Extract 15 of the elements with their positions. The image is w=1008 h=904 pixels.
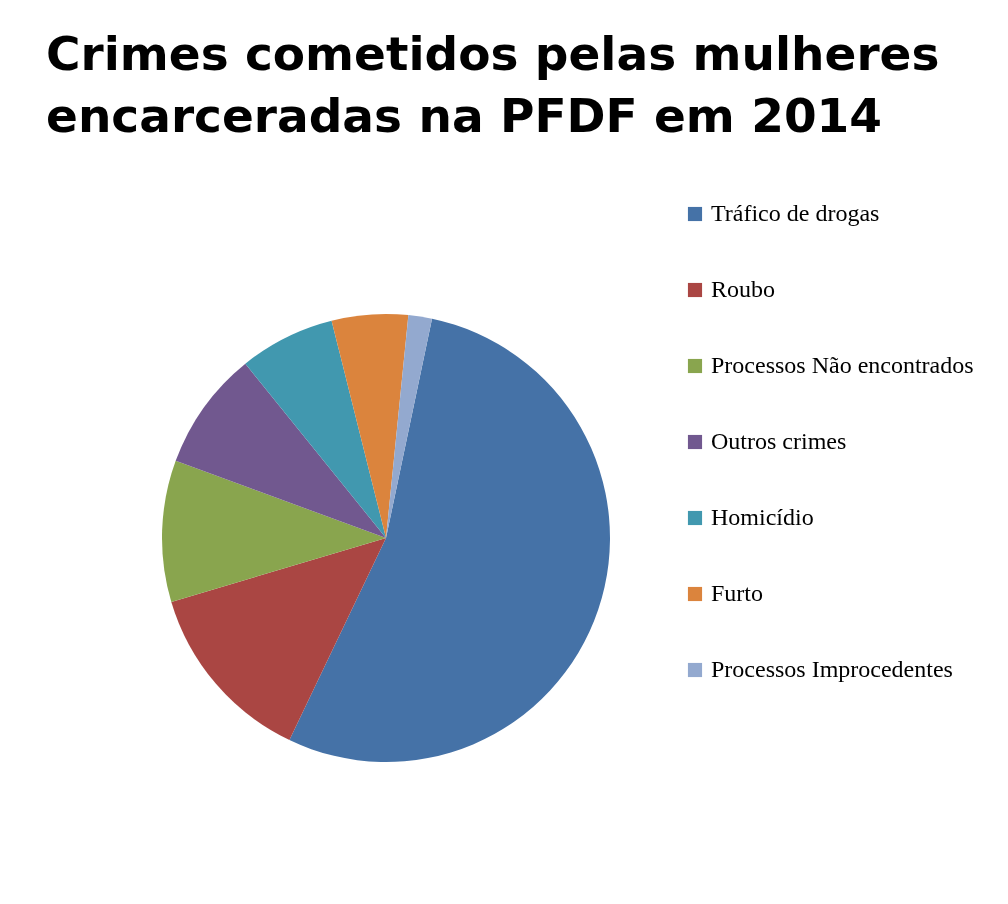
pie-slice <box>331 314 409 538</box>
pie-slice <box>171 538 386 741</box>
chart-title: Crimes cometidos pelas mulheres encarceradas na PFDF em 2014 <box>46 26 940 143</box>
pie-slice <box>245 320 386 538</box>
pie-slice <box>386 315 433 538</box>
legend-label: Homicídio <box>711 504 814 530</box>
legend-label: Outros crimes <box>711 428 847 454</box>
pie-slice <box>175 363 386 538</box>
pie-slice <box>162 460 386 602</box>
legend-label: Tráfico de drogas <box>711 200 880 226</box>
legend-label: Furto <box>711 580 764 606</box>
legend-label: Roubo <box>711 276 776 302</box>
legend-label: Processos Improcedentes <box>711 656 953 682</box>
pie-slice <box>289 318 610 762</box>
legend-label: Processos Não encontrados <box>711 352 974 378</box>
